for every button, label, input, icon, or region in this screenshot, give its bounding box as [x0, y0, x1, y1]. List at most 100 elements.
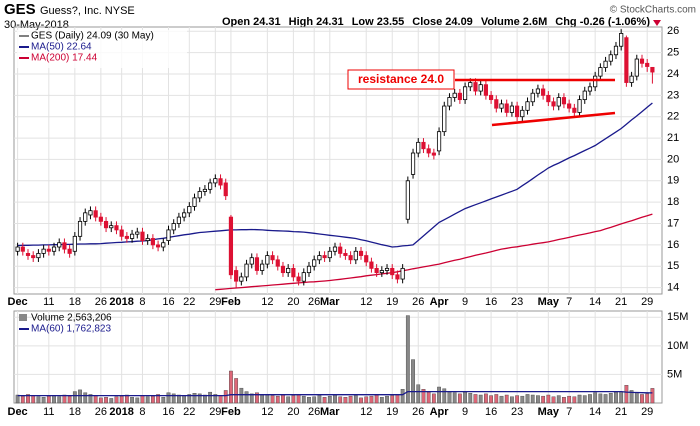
candle-body [296, 276, 301, 282]
volume-bar [562, 397, 566, 404]
quote-item: Low 23.55 [352, 16, 405, 28]
volume-bar [551, 396, 556, 404]
volume-bar [468, 393, 473, 404]
x-tick-label: 8 [139, 406, 145, 418]
volume-bar [473, 394, 478, 404]
candle-body [541, 88, 546, 96]
support-line [491, 111, 616, 127]
volume-bar [494, 394, 499, 404]
volume-bar [57, 396, 62, 404]
candle-body [327, 250, 332, 259]
candle-body [234, 270, 239, 282]
volume-bar [598, 393, 603, 404]
candle-body [619, 33, 624, 47]
volume-bar [624, 385, 629, 404]
volume-bar [234, 378, 239, 404]
candle-body [57, 242, 62, 248]
x-tick-label: 8 [139, 296, 145, 308]
volume-bar [213, 394, 218, 404]
candle-body [129, 233, 135, 239]
candle-body [650, 66, 655, 73]
volume-bar [104, 397, 108, 404]
y-tick-label: 24 [667, 68, 679, 80]
candle-body [416, 141, 421, 154]
volume-bar [478, 394, 483, 404]
volume-bar [640, 394, 644, 404]
x-tick-label: 23 [511, 406, 523, 418]
volume-bar [634, 392, 639, 404]
volume-bar [187, 394, 192, 404]
candle-body [353, 250, 358, 261]
x-tick-label: 12 [360, 406, 372, 418]
volume-bar [619, 391, 624, 404]
volume-bar [374, 394, 379, 404]
volume-bar [31, 395, 36, 404]
volume-bar [484, 393, 488, 404]
candle-body [244, 263, 249, 278]
x-tick-label: 19 [386, 406, 398, 418]
candle-body [332, 246, 338, 252]
volume-bar [437, 386, 441, 404]
x-tick-label: 26 [412, 406, 424, 418]
candle-body [473, 82, 478, 92]
volume-bar [520, 395, 525, 404]
candle-body [572, 107, 577, 113]
candle-body [587, 86, 593, 92]
candle-body [124, 235, 129, 239]
candle-body [31, 255, 36, 259]
candle-body [348, 255, 353, 261]
date: 30-May-2018 [4, 19, 69, 31]
candle-body [119, 229, 124, 237]
x-tick-label: 26 [308, 406, 320, 418]
candle-body [364, 255, 369, 263]
candle-body [260, 263, 265, 271]
candle-body [114, 225, 119, 231]
volume-bar [333, 394, 337, 404]
x-tick-label: 12 [261, 296, 273, 308]
candle-body [546, 94, 551, 103]
candle-body [161, 242, 166, 248]
x-tick-label: 11 [43, 296, 54, 308]
volume-bar [556, 395, 561, 404]
candle-body [426, 148, 431, 154]
candle-body [77, 220, 83, 237]
x-tick-label: 7 [566, 296, 572, 308]
candle-body [280, 265, 286, 274]
volume-bar [197, 393, 202, 404]
candle-body [603, 60, 608, 68]
volume-bar [629, 390, 634, 404]
volume-bar [463, 391, 467, 404]
volume-bar [150, 395, 155, 404]
volume-bar [645, 393, 650, 404]
x-tick-label: Apr [430, 296, 450, 308]
candle-body [213, 178, 218, 184]
volume-legend: Volume 2,563,206 MA(60) 1,762,823 [19, 313, 112, 335]
volume-bar [457, 393, 462, 404]
volume-bar [312, 396, 317, 404]
candle-body [228, 216, 234, 276]
volume-bar [567, 395, 572, 404]
candle-body [98, 216, 103, 222]
quote: Chg -0.26 (-1.06%) Volume 2.6M Close 24.09… [222, 16, 650, 28]
y-tick-label: 5M [667, 368, 682, 380]
candle-body [88, 210, 93, 216]
candle-body [608, 54, 613, 62]
quote-item: Open 24.31 [222, 16, 281, 28]
candle-body [182, 212, 187, 218]
volume-bar [504, 394, 509, 404]
volume-bar [20, 395, 25, 404]
x-tick-label: 22 [183, 296, 195, 308]
volume-bar [572, 396, 577, 404]
volume-bar [260, 394, 265, 404]
x-tick-label: 29 [641, 296, 653, 308]
volume-bar [135, 397, 140, 404]
volume-bar [369, 395, 374, 404]
y-tick-label: 10M [667, 340, 688, 352]
volume-bar [98, 397, 103, 404]
volume-bar [499, 395, 504, 404]
legend-label: MA(200) 17.44 [31, 53, 98, 64]
x-tick-label: 14 [589, 406, 601, 418]
volume-bar [296, 394, 301, 404]
candle-body [390, 267, 395, 276]
volume-bar [359, 397, 363, 404]
